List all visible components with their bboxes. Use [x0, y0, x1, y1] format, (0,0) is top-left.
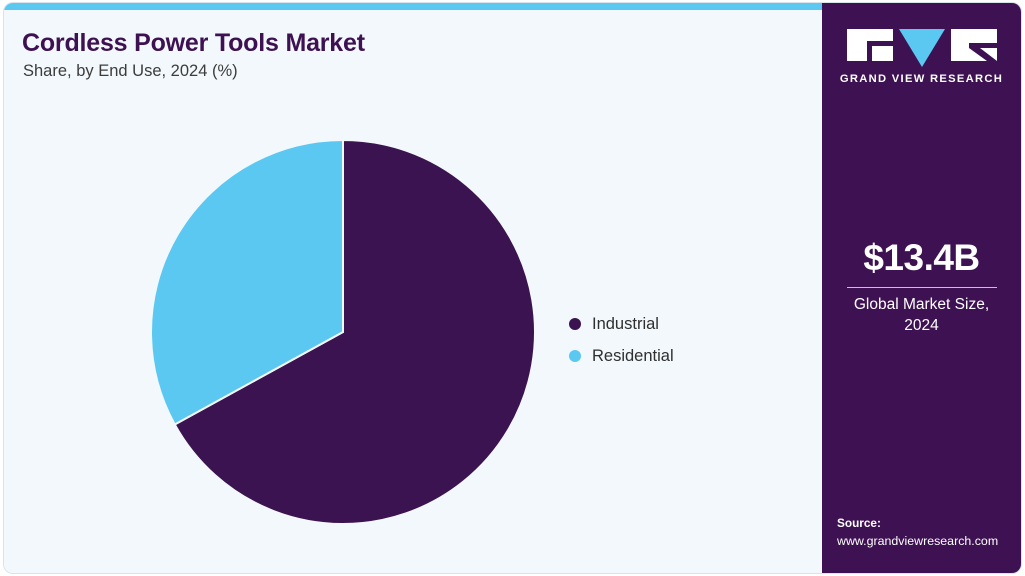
source-url[interactable]: www.grandviewresearch.com: [837, 534, 999, 549]
stat-divider: [846, 286, 997, 288]
legend-item-industrial[interactable]: Industrial: [569, 308, 799, 340]
brand-logo: GRAND VIEW RESEARCH: [822, 27, 1021, 85]
chart-legend: Industrial Residential: [569, 308, 799, 372]
legend-label-residential: Residential: [592, 346, 674, 365]
page-title: Cordless Power Tools Market: [22, 29, 365, 57]
source-title: Source:: [837, 516, 881, 531]
legend-item-residential[interactable]: Residential: [569, 340, 799, 372]
market-size-stat: $13.4B Global Market Size, 2024: [822, 237, 1021, 337]
source-block: Source: www.grandviewresearch.com: [837, 515, 1021, 551]
pie-chart: [150, 139, 536, 525]
chart-panel: Cordless Power Tools Market Share, by En…: [4, 10, 822, 573]
pie-slice-residential[interactable]: [150, 139, 344, 426]
report-card: Cordless Power Tools Market Share, by En…: [4, 3, 1021, 573]
page-subtitle: Share, by End Use, 2024 (%): [23, 62, 238, 80]
legend-label-industrial: Industrial: [592, 314, 659, 333]
legend-swatch-industrial: [569, 318, 581, 330]
top-accent-bar: [4, 3, 822, 10]
market-size-value: $13.4B: [863, 237, 980, 278]
brand-logo-text: GRAND VIEW RESEARCH: [839, 73, 1004, 85]
market-size-label: Global Market Size, 2024: [853, 295, 990, 334]
brand-sidebar: GRAND VIEW RESEARCH $13.4B Global Market…: [822, 3, 1021, 573]
pie-chart-svg: [150, 139, 536, 525]
gvr-logo-icon: [846, 29, 997, 67]
legend-swatch-residential: [569, 350, 581, 362]
pie-slice-industrial[interactable]: [173, 139, 536, 525]
